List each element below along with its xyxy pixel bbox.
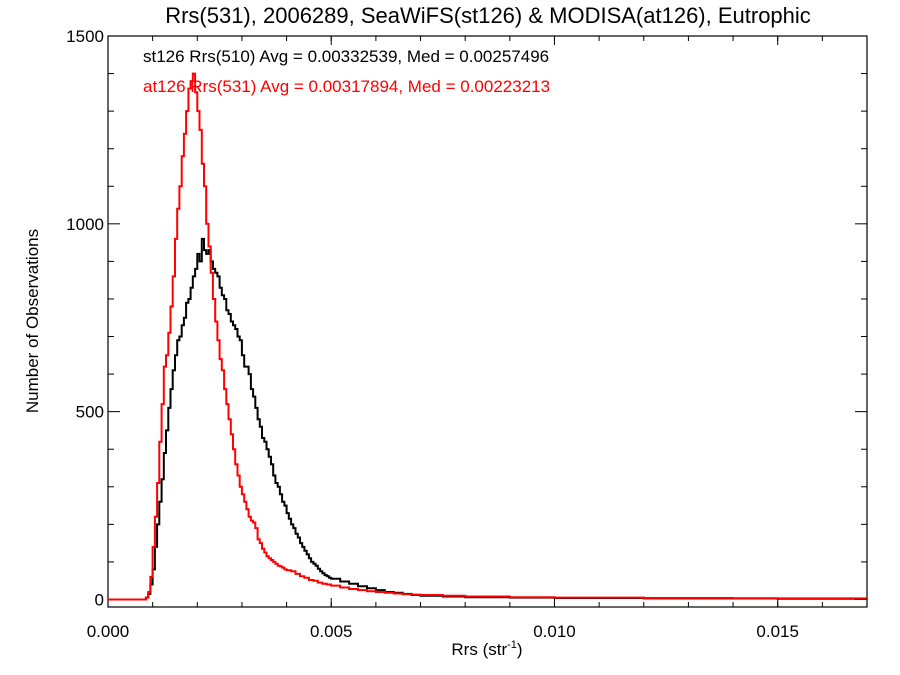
chart-title: Rrs(531), 2006289, SeaWiFS(st126) & MODI… xyxy=(165,3,811,28)
y-tick-label: 1500 xyxy=(66,27,104,46)
x-axis-label-main: Rrs (str xyxy=(451,640,507,659)
y-axis-label: Number of Observations xyxy=(23,229,42,413)
series-layer xyxy=(108,72,868,601)
legend-entry-st126: st126 Rrs(510) Avg = 0.00332539, Med = 0… xyxy=(143,47,549,66)
x-tick-label: 0.010 xyxy=(533,622,576,641)
x-tick-label: 0.000 xyxy=(87,622,130,641)
y-tick-label: 500 xyxy=(76,403,104,422)
axis-tick-labels: 0.000 0.005 0.010 0.015 0 500 1000 1500 xyxy=(66,27,799,641)
axis-ticks xyxy=(107,35,868,607)
x-axis-label-close: ) xyxy=(517,640,523,659)
x-axis-label-sup: -1 xyxy=(507,639,517,651)
x-axis-label: Rrs (str-1) xyxy=(451,639,522,659)
x-tick-label: 0.015 xyxy=(756,622,799,641)
y-tick-label: 0 xyxy=(95,590,104,609)
plot-frame xyxy=(107,35,868,608)
y-tick-label: 1000 xyxy=(66,215,104,234)
x-tick-label: 0.005 xyxy=(310,622,353,641)
series-at126-histogram xyxy=(108,72,868,601)
legend-entry-at126: at126 Rrs(531) Avg = 0.00317894, Med = 0… xyxy=(143,77,550,96)
series-st126-histogram xyxy=(108,237,867,601)
